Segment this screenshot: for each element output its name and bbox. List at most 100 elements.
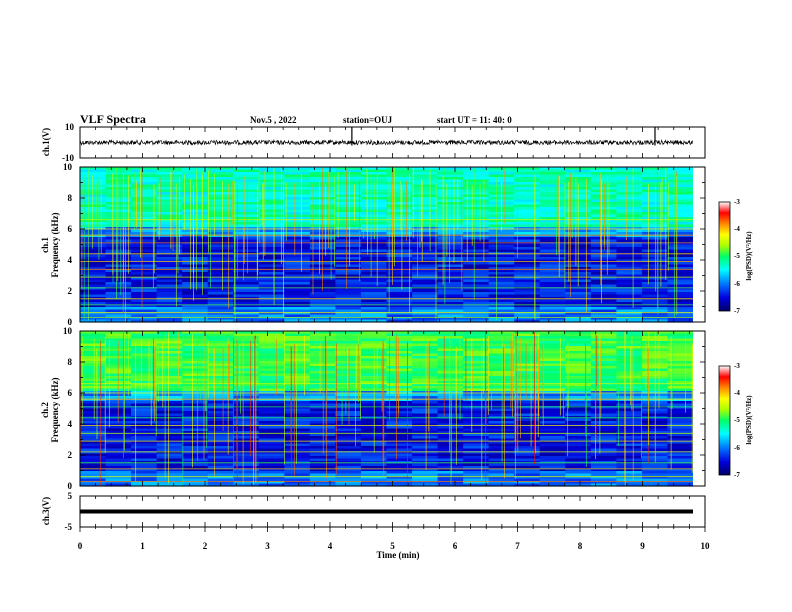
spec-cell [309,331,337,335]
spec-cell [616,418,643,422]
spec-cell [233,239,260,243]
spec-cell [207,346,234,350]
spec-cell [412,267,439,271]
spec-cell [386,184,413,188]
spec-cell [463,341,490,345]
spec-cell [590,391,617,395]
spec-cell [463,169,490,173]
spec-cell [386,277,413,281]
spec-cell [105,403,132,407]
spec-cell [590,269,617,273]
spec-cell [156,421,183,425]
spec-cell [131,282,158,286]
spec-cell [335,431,362,435]
spec-cell [156,453,183,457]
spec-cell [182,418,209,422]
spec-cell [641,264,669,268]
spec-cell [360,179,388,183]
spec-cell [463,443,490,447]
spec-cell [463,476,490,480]
spec-cell [386,254,413,258]
ch1-ytick-top: 10 [65,122,75,132]
spec-cell [105,227,132,231]
spec-cell [616,411,643,415]
spec-cell [463,386,490,390]
spec-cell [616,217,643,221]
spec-cell [463,242,490,246]
ch1-ytick-bottom: -10 [62,153,74,163]
spec-cell [360,194,388,198]
spec-cell [258,438,285,442]
spec-cell [616,167,643,171]
spec-cell [284,426,311,430]
spec-cell [590,338,617,342]
spec-cell [463,478,490,482]
spec-cell [207,423,234,427]
spec-cell [233,277,260,281]
spec-cell [412,244,439,248]
spec-cell [412,237,439,241]
spec-cell [284,192,311,196]
spec-cell [667,214,694,218]
spec-cell [539,292,566,296]
spec-cell [207,282,234,286]
spec-cell [616,448,643,452]
spec-cell [437,436,464,440]
spec-cell [284,187,311,191]
spec-cell [539,378,566,382]
spec-cell [590,292,617,296]
spec-cell [488,302,515,306]
spec-cell [258,217,285,221]
spec-cell [488,232,515,236]
spec-cell [667,363,694,367]
spec-cell [386,423,413,427]
spec-cell [463,237,490,241]
spec-cell [284,448,311,452]
spec-cell [80,386,107,390]
spec-cell [284,217,311,221]
spec-cell [207,257,234,261]
spec-cell [463,287,490,291]
spec-cell [233,341,260,345]
spec-cell [616,312,643,316]
spec-cell [437,187,464,191]
spec-cell [284,167,311,171]
spec-cell [284,219,311,223]
spec-cell [463,431,490,435]
spec-cell [412,453,439,457]
spec-cell [284,292,311,296]
spec-cell [667,292,694,296]
spec-cell [488,317,515,321]
spec-cell [514,466,541,470]
spec-cell [539,353,566,357]
spec-cell [156,456,183,460]
spec-cell [386,219,413,223]
spec-cell [412,378,439,382]
spec-cell [667,307,694,311]
spec-cell [156,393,183,397]
spec-cell [412,428,439,432]
spec-cell [131,358,158,362]
spec-cell [463,371,490,375]
spec-cell [207,242,234,246]
spec-cell [105,242,132,246]
spec-cell [386,338,413,342]
spec-cell [565,393,592,397]
spec-cell [207,361,234,365]
spec-cell [386,453,413,457]
spec-cell [207,348,234,352]
spec-cell [539,478,566,482]
spec-cell [105,267,132,271]
spec-cell [233,224,260,228]
spec-cell [80,212,107,216]
spec-cell [156,264,183,268]
spec-cell [412,418,439,422]
spec-cell [80,234,107,238]
spec-cell [437,194,464,198]
spec-cell [156,304,183,308]
spec-cell [641,232,669,236]
spec-cell [182,411,209,415]
spec-cell [284,388,311,392]
spec-cell [258,319,285,323]
spec-cell [105,383,132,387]
